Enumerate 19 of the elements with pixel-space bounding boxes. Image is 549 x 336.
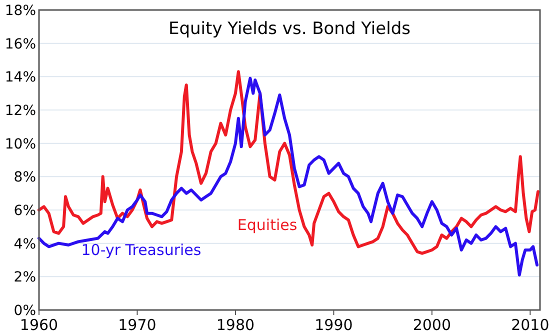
x-tick-label: 2010 <box>511 316 549 334</box>
x-tick-label: 1990 <box>314 316 353 334</box>
y-tick-label: 16% <box>4 36 36 52</box>
text: Equity Yields vs. Bond Yields <box>168 19 411 39</box>
y-tick-label: 0% <box>14 303 36 319</box>
series-label: Equities <box>237 216 298 234</box>
y-tick-label: 6% <box>14 203 36 219</box>
x-tick-label: 1960 <box>20 316 58 334</box>
y-tick-label: 4% <box>14 236 36 252</box>
x-tick-label: 2000 <box>412 316 452 334</box>
y-tick-label: 10% <box>4 136 36 152</box>
y-tick-label: 2% <box>14 270 36 286</box>
y-tick-label: 18% <box>4 3 36 19</box>
x-tick-label: 1980 <box>216 316 255 334</box>
y-tick-label: 8% <box>14 170 36 186</box>
y-tick-label: 12% <box>4 103 36 119</box>
series-label: 10-yr Treasuries <box>81 241 202 259</box>
y-tick-label: 14% <box>4 70 36 86</box>
x-tick-label: 1970 <box>118 316 156 334</box>
